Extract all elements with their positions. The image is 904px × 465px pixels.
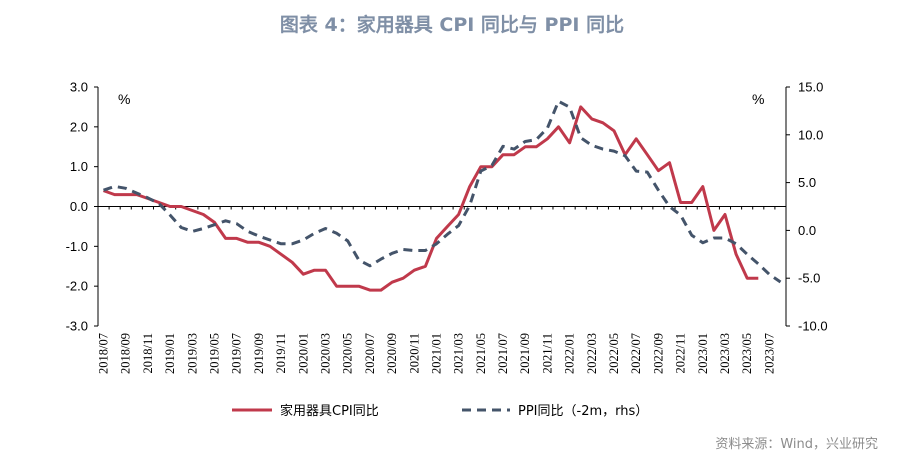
x-tick-label: 2023/07 bbox=[762, 333, 776, 374]
left-tick-label: 0.0 bbox=[70, 199, 88, 214]
x-tick-label: 2021/01 bbox=[429, 333, 443, 374]
x-tick-label: 2023/01 bbox=[696, 333, 710, 374]
cpi-series-line bbox=[102, 105, 759, 292]
x-tick-label: 2018/07 bbox=[97, 333, 111, 374]
source-note: 资料来源：Wind，兴业研究 bbox=[715, 437, 878, 452]
left-tick-label: 2.0 bbox=[70, 119, 88, 134]
x-tick-label: 2019/11 bbox=[274, 333, 288, 374]
x-tick-label: 2019/09 bbox=[252, 333, 266, 374]
legend-label: PPI同比（-2m，rhs） bbox=[518, 404, 648, 419]
x-tick-label: 2018/09 bbox=[119, 333, 133, 374]
left-tick-label: -2.0 bbox=[66, 279, 88, 294]
x-tick-label: 2021/05 bbox=[474, 333, 488, 374]
x-tick-label: 2019/07 bbox=[230, 333, 244, 374]
right-tick-label: -10.0 bbox=[798, 319, 828, 334]
x-tick-label: 2022/01 bbox=[563, 333, 577, 374]
chart-axes: 3.0 2.0 1.0 0.0 -1.0 -2.0 -3.0 15.0 10.0 5.0 0.0 -5… bbox=[66, 80, 828, 374]
x-tick-label: 2022/07 bbox=[629, 333, 643, 374]
x-tick-label: 2020/09 bbox=[385, 333, 399, 374]
legend-label: 家用器具CPI同比 bbox=[280, 403, 379, 419]
x-tick-label: 2020/11 bbox=[407, 333, 421, 374]
x-tick-label: 2022/05 bbox=[607, 333, 621, 374]
x-tick-label: 2023/05 bbox=[740, 333, 754, 374]
right-tick-label: 10.0 bbox=[798, 127, 823, 142]
right-unit-label: % bbox=[752, 91, 764, 107]
left-tick-label: -1.0 bbox=[66, 239, 88, 254]
x-tick-label: 2020/05 bbox=[341, 333, 355, 374]
x-tick-label: 2020/01 bbox=[296, 333, 310, 374]
right-tick-label: 5.0 bbox=[798, 175, 816, 190]
chart-title: 图表 4：家用器具 CPI 同比与 PPI 同比 bbox=[279, 14, 625, 36]
x-tick-label: 2020/03 bbox=[318, 333, 332, 374]
chart-legend: 家用器具CPI同比 PPI同比（-2m，rhs） bbox=[232, 403, 648, 419]
x-tick-label: 2021/11 bbox=[540, 333, 554, 374]
chart-lines bbox=[102, 99, 782, 292]
x-tick-label: 2021/09 bbox=[518, 333, 532, 374]
left-tick-label: -3.0 bbox=[66, 319, 88, 334]
x-tick-label: 2019/03 bbox=[185, 333, 199, 374]
right-tick-label: 0.0 bbox=[798, 223, 816, 238]
x-tick-label: 2018/11 bbox=[141, 333, 155, 374]
x-tick-label: 2019/01 bbox=[163, 333, 177, 374]
left-tick-label: 1.0 bbox=[70, 159, 88, 174]
left-unit-label: % bbox=[118, 91, 130, 107]
x-tick-label: 2022/03 bbox=[585, 333, 599, 374]
x-tick-label: 2022/11 bbox=[674, 333, 688, 374]
x-tick-label: 2022/09 bbox=[651, 333, 665, 374]
right-tick-label: 15.0 bbox=[798, 80, 823, 95]
x-tick-label: 2019/05 bbox=[208, 333, 222, 374]
x-tick-label: 2023/03 bbox=[718, 333, 732, 374]
x-tick-label: 2020/07 bbox=[363, 333, 377, 374]
x-tick-label: 2021/07 bbox=[496, 333, 510, 374]
left-tick-label: 3.0 bbox=[70, 80, 88, 95]
right-tick-label: -5.0 bbox=[798, 271, 820, 286]
x-tick-label: 2021/03 bbox=[452, 333, 466, 374]
